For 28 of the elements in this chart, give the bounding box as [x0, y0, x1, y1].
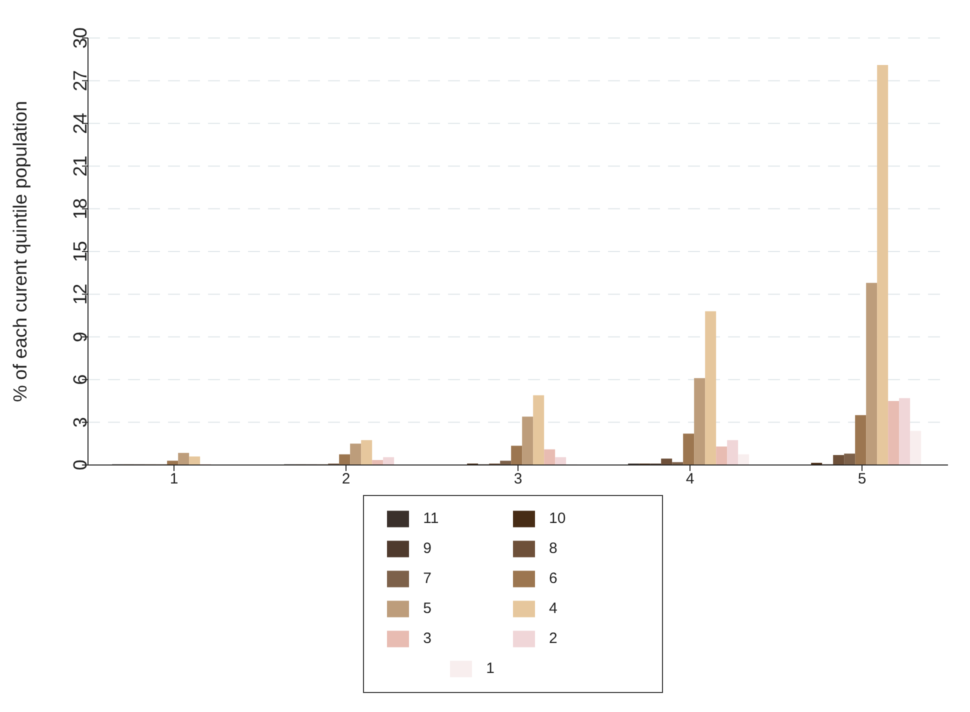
legend-label: 10 [549, 510, 566, 527]
y-tick-label: 21 [70, 156, 92, 177]
y-tick-label: 3 [70, 417, 92, 428]
legend-label: 2 [549, 630, 558, 647]
y-tick-label: 24 [70, 112, 92, 134]
y-tick-label: 0 [70, 460, 92, 470]
x-tick-label: 5 [858, 470, 866, 488]
legend-label: 6 [549, 570, 558, 587]
x-tick-label: 4 [686, 470, 694, 488]
legend-label: 9 [423, 540, 432, 557]
legend-label: 7 [423, 570, 432, 587]
legend-label: 4 [549, 600, 558, 617]
y-tick-label: 6 [70, 374, 92, 385]
legend-label: 8 [549, 540, 558, 557]
y-tick-label: 27 [70, 70, 92, 92]
y-tick-label: 15 [70, 240, 92, 262]
y-tick-label: 9 [70, 332, 92, 342]
legend-label: 1 [486, 660, 494, 677]
legend-label: 5 [423, 600, 432, 617]
legend-label: 11 [423, 510, 439, 527]
x-tick-label: 1 [170, 470, 178, 488]
y-tick-label: 18 [70, 198, 92, 220]
y-tick-label: 12 [70, 284, 92, 305]
legend-label: 3 [423, 630, 432, 647]
y-axis-title: % of each curent quintile population [10, 100, 32, 402]
x-tick-label: 3 [514, 470, 522, 488]
y-tick-label: 30 [70, 27, 92, 49]
x-tick-label: 2 [342, 470, 350, 488]
